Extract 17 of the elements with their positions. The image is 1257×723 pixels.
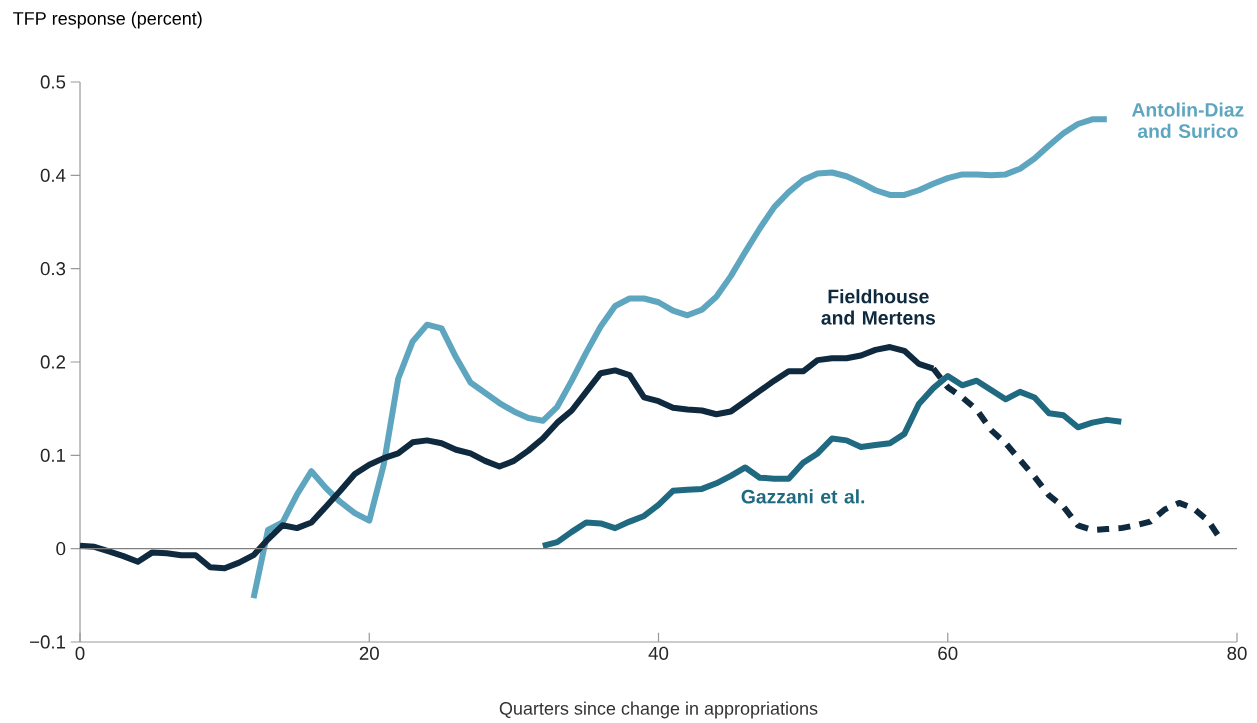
y-tick-label: 0.2 [40,355,66,369]
y-axis-title: TFP response (percent) [13,11,202,29]
y-tick-label: 0.5 [40,75,66,89]
y-tick-label: 0.3 [40,262,66,276]
series-label: Gazzani et al. [741,489,865,504]
y-tick-label: 0.1 [40,448,66,462]
y-tick-label: 0.4 [40,168,66,182]
series-label: Fieldhouse and Mertens [821,289,936,325]
x-tick-label: 40 [648,646,669,660]
x-tick-label: 60 [938,646,958,660]
x-tick-label: 80 [1227,646,1247,660]
x-tick-label: 0 [75,646,85,660]
series-label: Antolin-Diaz and Surico [1131,102,1244,139]
x-tick-label: 20 [359,646,379,660]
y-tick-label: 0 [56,542,66,556]
y-tick-label: −0.1 [30,635,66,649]
x-axis-title: Quarters since change in appropriations [499,701,818,719]
